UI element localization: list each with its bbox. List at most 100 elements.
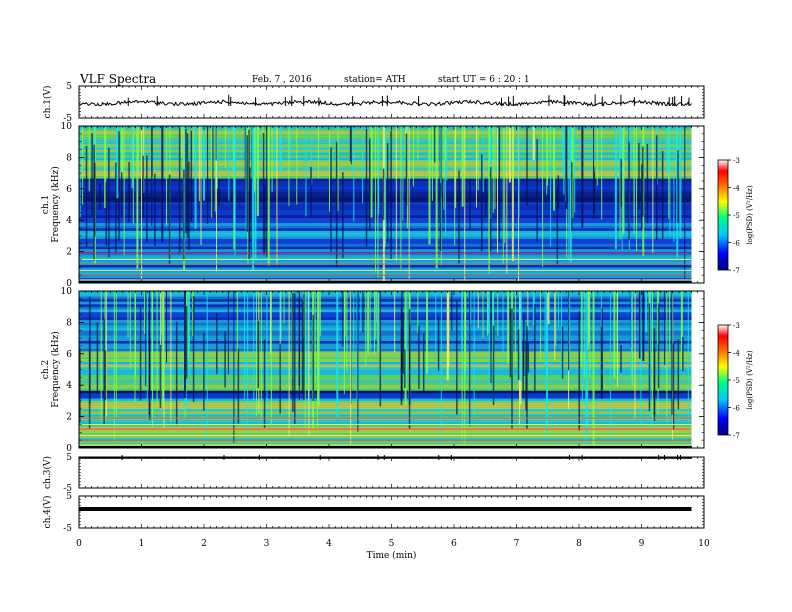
y-tick-label: 8 bbox=[66, 318, 72, 328]
x-tick-label: 3 bbox=[264, 539, 270, 549]
colorbar-tick-label: -6 bbox=[733, 240, 740, 248]
frequency-band bbox=[79, 325, 692, 328]
start-time-label: start UT = 6 : 20 : 1 bbox=[438, 75, 530, 85]
y-axis-label: ch.4(V) bbox=[42, 496, 53, 529]
frequency-band bbox=[79, 314, 692, 318]
y-axis-label: Frequency (kHz) bbox=[50, 331, 61, 408]
frequency-band bbox=[79, 411, 692, 415]
frequency-band bbox=[79, 248, 692, 252]
frequency-band bbox=[79, 338, 692, 342]
frequency-band bbox=[79, 304, 692, 307]
frequency-band bbox=[79, 332, 692, 336]
frequency-band bbox=[79, 419, 692, 423]
frequency-band bbox=[79, 246, 692, 250]
frequency-band bbox=[79, 351, 692, 355]
x-tick-label: 0 bbox=[76, 539, 82, 549]
y-axis-label: ch.2 bbox=[41, 360, 51, 379]
frequency-band bbox=[79, 427, 692, 430]
chart-title: VLF Spectra bbox=[80, 72, 157, 86]
frequency-band bbox=[79, 361, 692, 365]
frequency-band bbox=[79, 301, 692, 305]
frequency-band bbox=[79, 374, 692, 378]
y-axis-label: ch.3(V) bbox=[42, 456, 53, 489]
x-tick-label: 6 bbox=[451, 539, 457, 549]
frequency-band bbox=[79, 413, 692, 417]
y-tick-label: 5 bbox=[66, 453, 72, 463]
frequency-band bbox=[79, 429, 692, 433]
frequency-band bbox=[79, 369, 692, 373]
y-axis-label: Frequency (kHz) bbox=[50, 166, 61, 243]
x-tick-label: 7 bbox=[514, 539, 520, 549]
frequency-band bbox=[79, 311, 692, 315]
colorbar-tick-label: -6 bbox=[733, 405, 740, 413]
x-tick-label: 8 bbox=[576, 539, 582, 549]
y-tick-label: -5 bbox=[63, 484, 72, 494]
frequency-band bbox=[79, 372, 692, 376]
frequency-band bbox=[79, 335, 692, 339]
colorbar-tick-label: -7 bbox=[733, 267, 740, 275]
frequency-band bbox=[79, 259, 692, 263]
colorbar-label: log(PSD) (V²/Hz) bbox=[746, 185, 754, 244]
frequency-band bbox=[79, 296, 692, 300]
axis-ticks bbox=[78, 86, 705, 528]
x-tick-label: 5 bbox=[389, 539, 395, 549]
x-tick-label: 1 bbox=[139, 539, 145, 549]
y-axis-label: ch.1(V) bbox=[42, 86, 53, 119]
frequency-band bbox=[79, 379, 692, 383]
y-tick-label: -5 bbox=[63, 524, 72, 534]
frequency-band bbox=[79, 403, 692, 407]
frequency-band bbox=[79, 387, 692, 391]
x-tick-label: 2 bbox=[201, 539, 207, 549]
frequency-band bbox=[79, 340, 692, 344]
frequency-band bbox=[79, 406, 692, 410]
frequency-band bbox=[79, 390, 692, 394]
ch1-spectrogram bbox=[79, 126, 692, 284]
frequency-band bbox=[79, 327, 692, 331]
frequency-band bbox=[79, 317, 692, 321]
x-tick-label: 4 bbox=[326, 539, 332, 549]
frequency-band bbox=[79, 408, 692, 412]
y-tick-label: 6 bbox=[66, 185, 72, 195]
frequency-band bbox=[79, 330, 692, 334]
frequency-band bbox=[79, 272, 692, 276]
frequency-band bbox=[79, 322, 692, 326]
y-tick-label: 10 bbox=[61, 122, 73, 132]
colorbar-tick-label: -5 bbox=[733, 377, 740, 385]
frequency-band bbox=[79, 254, 692, 258]
frequency-band bbox=[79, 395, 692, 399]
colorbar bbox=[717, 324, 729, 436]
colorbar-tick-label: -4 bbox=[733, 185, 740, 193]
y-tick-label: 0 bbox=[66, 444, 72, 454]
frequency-band bbox=[79, 364, 692, 368]
frequency-band bbox=[79, 434, 692, 438]
frequency-band bbox=[79, 298, 692, 302]
x-tick-label: 10 bbox=[698, 539, 710, 549]
frequency-band bbox=[79, 277, 692, 281]
date-label: Feb. 7 , 2016 bbox=[252, 75, 312, 85]
y-tick-label: 8 bbox=[66, 153, 72, 163]
colorbar-tick-label: -3 bbox=[733, 157, 740, 165]
panel-frame bbox=[78, 85, 705, 119]
y-tick-label: -5 bbox=[63, 114, 72, 124]
colorbars: -3 -4 -5 -6 -7 log(PSD) (V²/Hz) -3 -4 -5 -6 -7 log(… bbox=[717, 157, 754, 440]
frequency-band bbox=[79, 382, 692, 386]
y-tick-label: 4 bbox=[66, 216, 72, 226]
y-tick-label: 10 bbox=[61, 287, 73, 297]
colorbar-tick-label: -4 bbox=[733, 350, 740, 358]
frequency-band bbox=[79, 440, 692, 444]
frequency-band bbox=[79, 256, 692, 260]
frequency-band bbox=[79, 424, 692, 428]
frequency-band bbox=[79, 262, 692, 265]
colorbar-tick-label: -5 bbox=[733, 212, 740, 220]
y-tick-label: 5 bbox=[66, 82, 72, 92]
panel-frame bbox=[78, 495, 705, 529]
frequency-band bbox=[79, 398, 692, 402]
frequency-band bbox=[79, 267, 692, 271]
colorbar bbox=[717, 159, 729, 271]
colorbar-label: log(PSD) (V²/Hz) bbox=[746, 350, 754, 409]
colorbar-tick-label: -3 bbox=[733, 322, 740, 330]
y-tick-label: 2 bbox=[66, 413, 72, 423]
frequency-band bbox=[79, 309, 692, 313]
frequency-band bbox=[79, 359, 692, 362]
